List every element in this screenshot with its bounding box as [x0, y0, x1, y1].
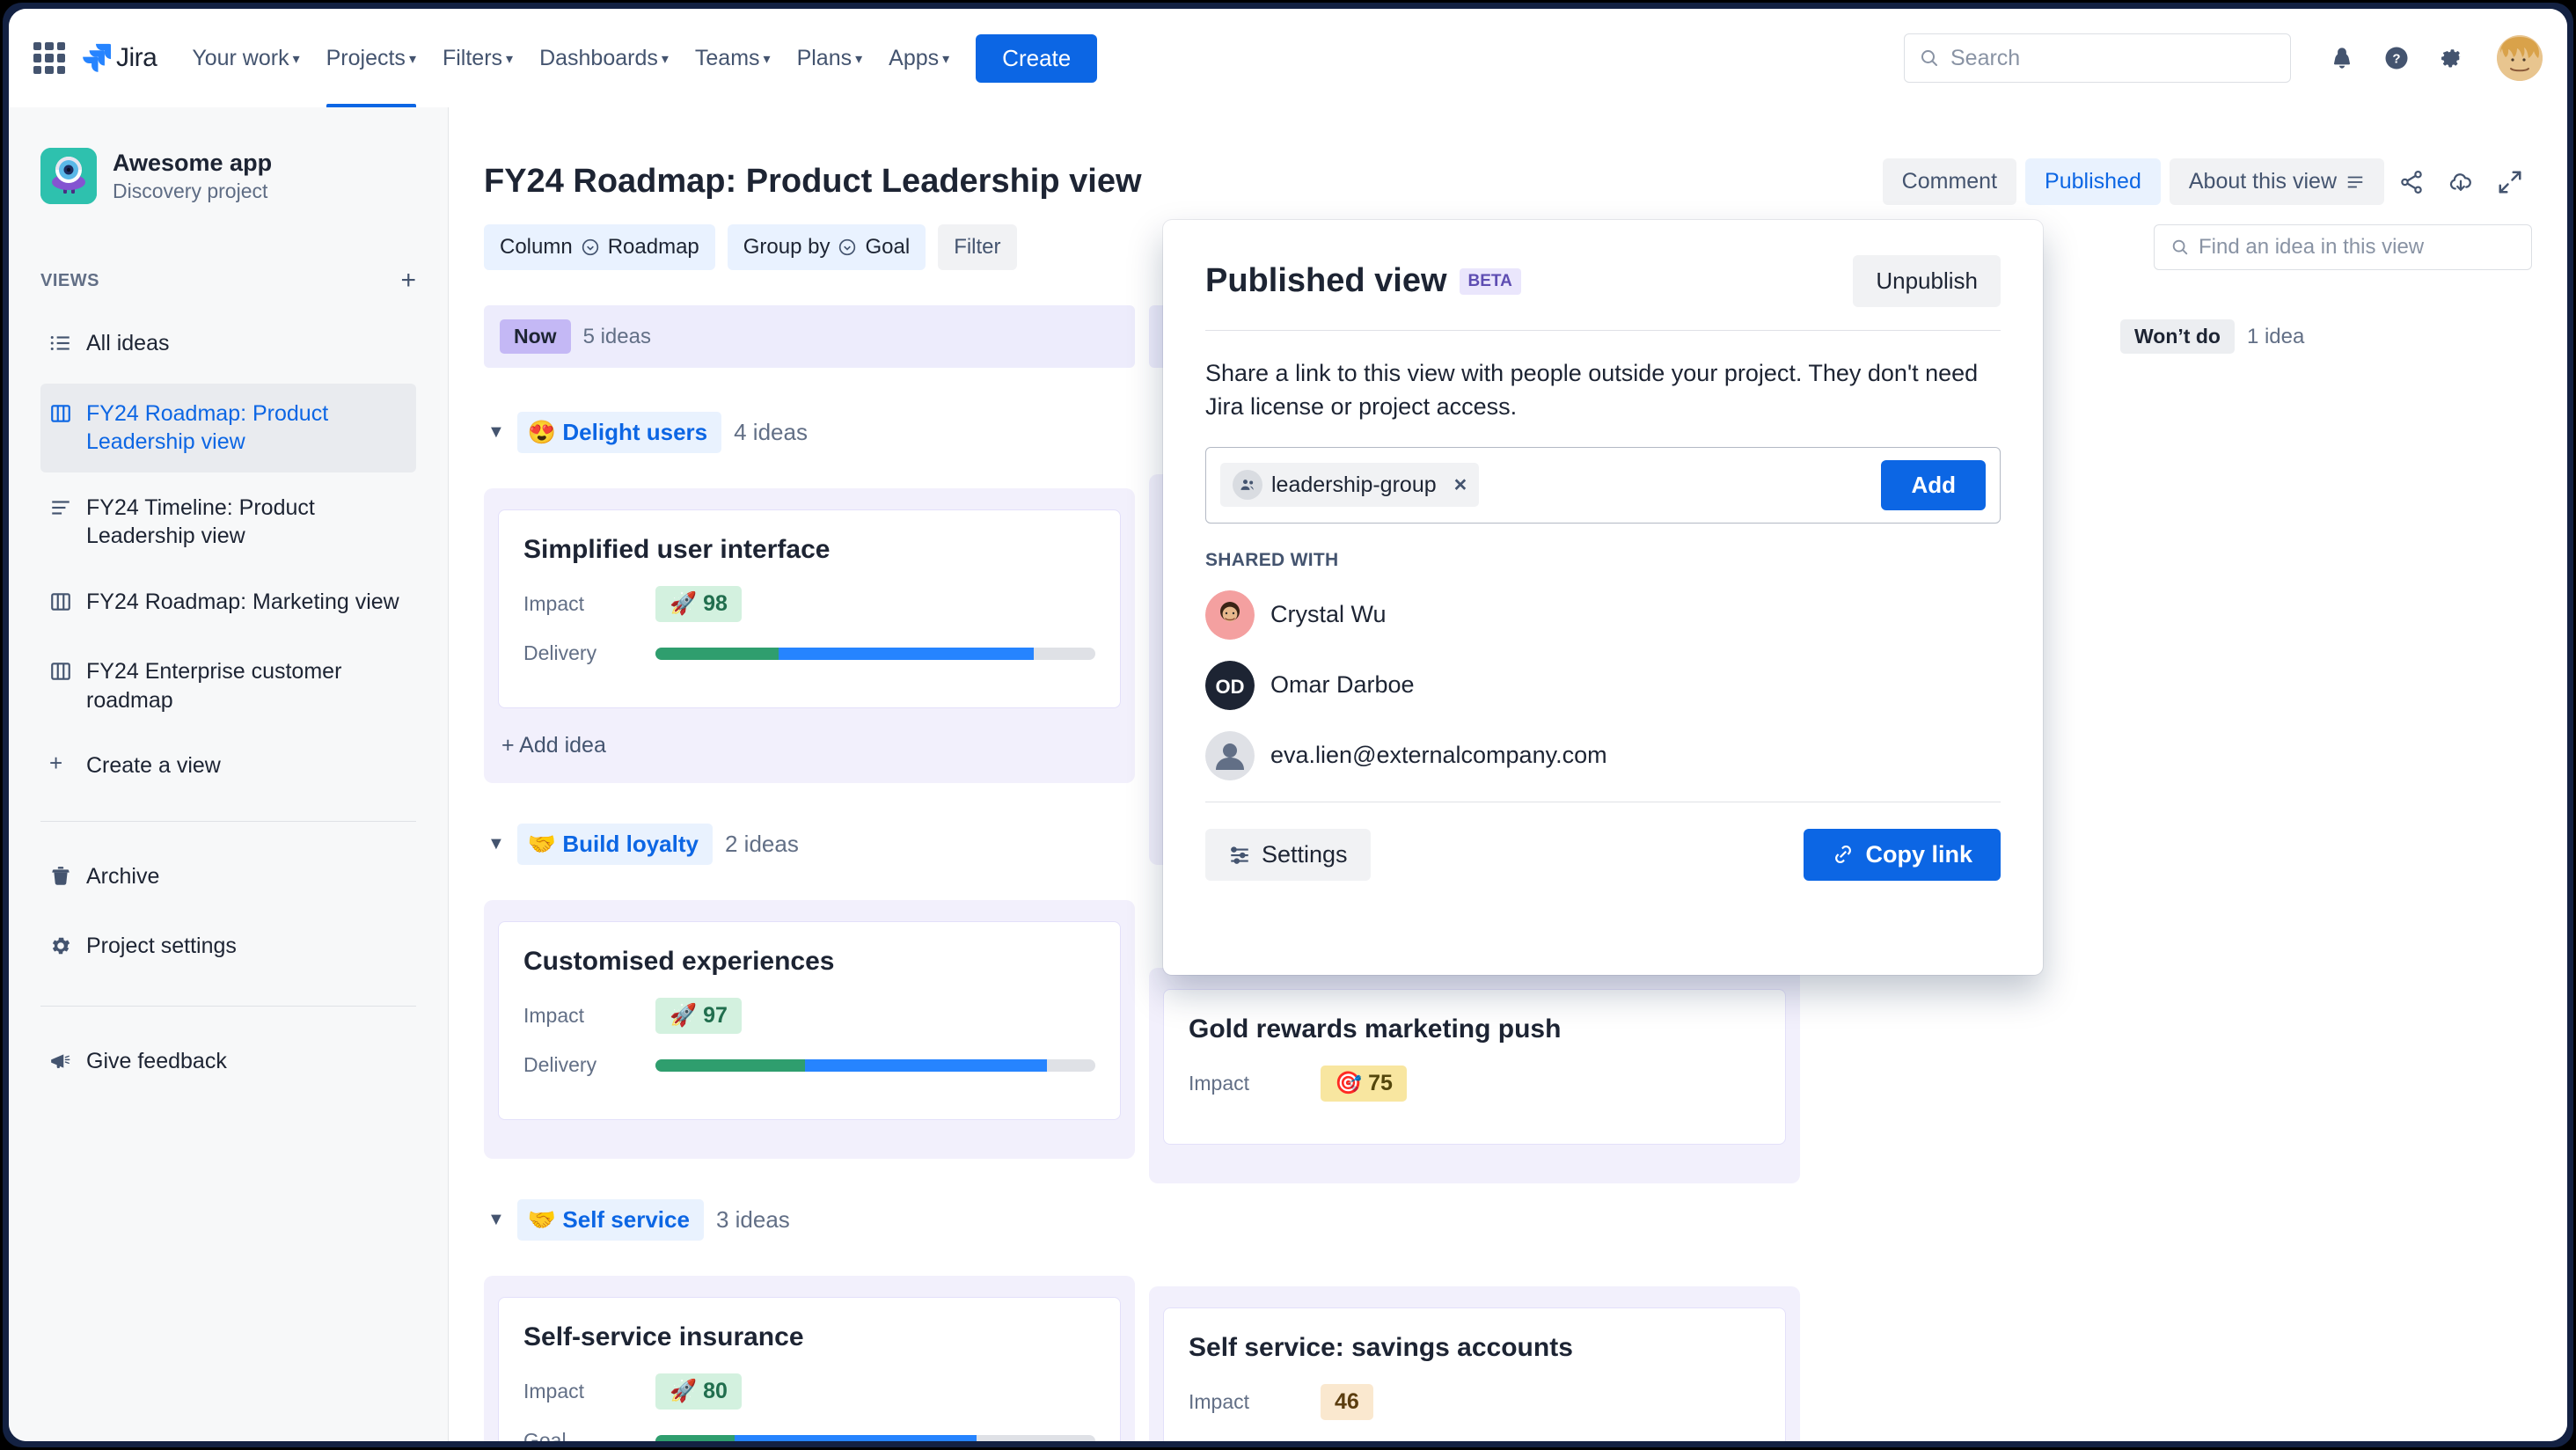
- svg-text:?: ?: [2392, 52, 2400, 67]
- svg-text:OD: OD: [1216, 676, 1245, 698]
